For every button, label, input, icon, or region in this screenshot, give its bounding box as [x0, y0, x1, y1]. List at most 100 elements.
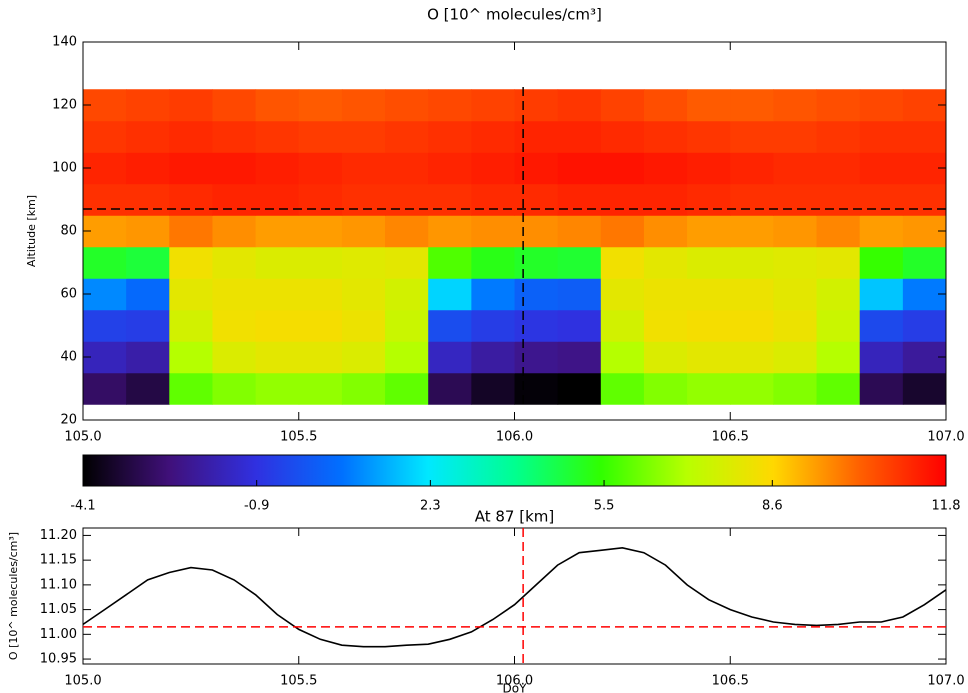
heatmap-cell — [341, 89, 386, 122]
heatmap-cell — [428, 120, 472, 153]
heatmap-cell — [859, 183, 904, 216]
heatmap-cell — [169, 152, 213, 185]
heatmap-cell — [385, 372, 429, 405]
heatmap-cell — [687, 183, 731, 216]
heatmap-cell — [471, 372, 515, 405]
heatmap-cell — [385, 246, 429, 279]
heatmap-cell — [169, 309, 213, 342]
heatmap — [83, 89, 947, 405]
heatmap-cell — [773, 341, 818, 374]
heatmap-cell — [212, 372, 257, 405]
heatmap-cell — [83, 309, 127, 342]
y-axis-label: O [10^ molecules/cm³] — [7, 532, 20, 660]
x-tick-label: 106.5 — [712, 674, 749, 689]
heatmap-cell — [730, 246, 774, 279]
heatmap-cell — [341, 341, 386, 374]
heatmap-cell — [169, 120, 213, 153]
heatmap-cell — [859, 309, 904, 342]
heatmap-cell — [83, 246, 127, 279]
heatmap-cell — [859, 215, 904, 248]
heatmap-cell — [600, 215, 645, 248]
heatmap-cell — [643, 341, 688, 374]
heatmap-cell — [643, 309, 688, 342]
heatmap-cell — [298, 372, 343, 405]
plot-frame — [82, 527, 947, 665]
y-tick-label: 80 — [60, 224, 77, 239]
heatmap-cell — [471, 152, 515, 185]
heatmap-cell — [643, 152, 688, 185]
x-tick-label: 106.0 — [496, 674, 533, 689]
heatmap-cell — [126, 120, 170, 153]
heatmap-cell — [126, 183, 170, 216]
heatmap-cell — [600, 278, 645, 311]
heatmap-cell — [428, 309, 472, 342]
heatmap-cell — [385, 278, 429, 311]
heatmap-cell — [169, 246, 213, 279]
heatmap-cell — [816, 215, 861, 248]
colorbar — [82, 454, 947, 487]
heatmap-cell — [298, 341, 343, 374]
heatmap-cell — [600, 372, 645, 405]
heatmap-cell — [600, 152, 645, 185]
heatmap-cell — [298, 152, 343, 185]
heatmap-cell — [255, 341, 300, 374]
heatmap-cell — [514, 278, 559, 311]
heatmap-cell — [557, 372, 602, 405]
y-tick-label: 11.10 — [40, 577, 77, 592]
heatmap-cell — [816, 309, 861, 342]
heatmap-cell — [902, 120, 947, 153]
heatmap-cell — [773, 215, 818, 248]
heatmap-cell — [643, 372, 688, 405]
heatmap-cell — [428, 246, 472, 279]
heatmap-cell — [255, 152, 300, 185]
heatmap-cell — [428, 372, 472, 405]
heatmap-cell — [643, 246, 688, 279]
heatmap-cell — [773, 309, 818, 342]
x-tick-label: 106.5 — [712, 430, 749, 445]
heatmap-cell — [169, 215, 213, 248]
heatmap-cell — [514, 341, 559, 374]
heatmap-cell — [730, 120, 774, 153]
heatmap-cell — [428, 341, 472, 374]
heatmap-cell — [557, 341, 602, 374]
heatmap-cell — [514, 183, 559, 216]
heatmap-cell — [816, 183, 861, 216]
y-tick-label: 11.20 — [40, 528, 77, 543]
heatmap-cell — [687, 120, 731, 153]
heatmap-cell — [557, 89, 602, 122]
heatmap-cell — [126, 341, 170, 374]
x-tick-label: 107.0 — [927, 430, 964, 445]
heatmap-cell — [298, 246, 343, 279]
heatmap-cell — [514, 309, 559, 342]
heatmap-cell — [212, 152, 257, 185]
heatmap-cell — [859, 341, 904, 374]
heatmap-cell — [83, 372, 127, 405]
heatmap-cell — [859, 152, 904, 185]
heatmap-cell — [600, 120, 645, 153]
heatmap-cell — [600, 341, 645, 374]
heatmap-cell — [341, 215, 386, 248]
heatmap-cell — [687, 215, 731, 248]
heatmap-cell — [212, 278, 257, 311]
colorbar-tick-label: -4.1 — [70, 499, 95, 514]
heatmap-cell — [687, 278, 731, 311]
x-tick-label: 105.0 — [64, 674, 101, 689]
heatmap-cell — [687, 152, 731, 185]
heatmap-cell — [730, 183, 774, 216]
heatmap-cell — [600, 309, 645, 342]
heatmap-cell — [816, 120, 861, 153]
data-line — [82, 546, 947, 648]
heatmap-cell — [859, 120, 904, 153]
y-tick-label: 100 — [52, 161, 77, 176]
x-tick-label: 105.0 — [64, 430, 101, 445]
y-tick-label: 60 — [60, 287, 77, 302]
y-tick-label: 11.15 — [40, 553, 77, 568]
heatmap-cell — [600, 89, 645, 122]
heatmap-cell — [169, 89, 213, 122]
heatmap-cell — [773, 152, 818, 185]
heatmap-cell — [816, 341, 861, 374]
heatmap-cell — [341, 152, 386, 185]
heatmap-cell — [816, 372, 861, 405]
heatmap-cell — [212, 309, 257, 342]
heatmap-cell — [859, 246, 904, 279]
